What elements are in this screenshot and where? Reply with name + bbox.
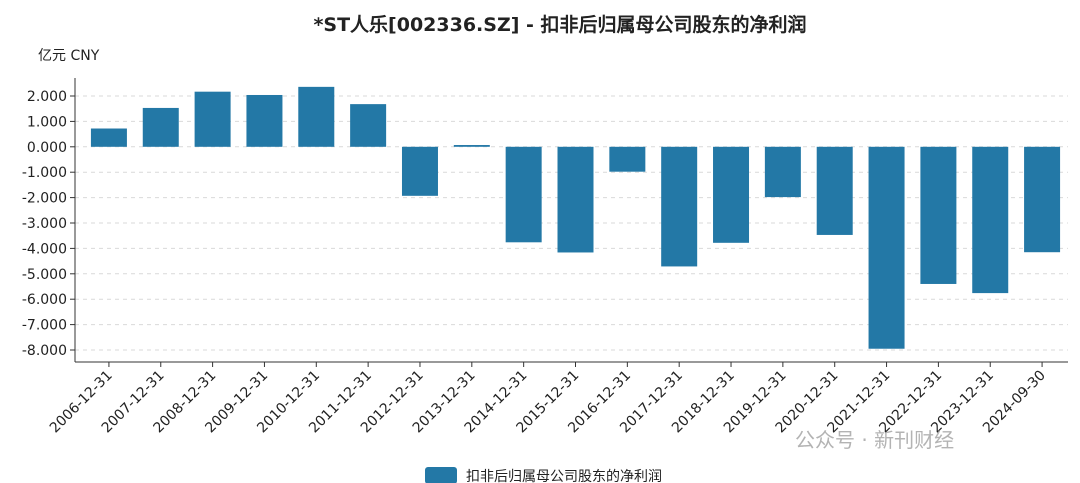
bar[interactable] [90,128,127,147]
bar[interactable] [557,146,594,253]
y-tick-label: -3.000 [22,216,67,232]
y-tick-label: 1.000 [27,114,67,130]
y-tick-labels: 2.000 1.000 0.000 -1.000 -2.000 -3.000 -4.000 -… [22,89,75,359]
bar[interactable] [661,146,698,267]
y-tick-label: -4.000 [22,241,67,257]
y-tick-label: -1.000 [22,165,67,181]
bar[interactable] [920,146,957,284]
bar[interactable] [1024,146,1061,253]
y-tick-label: 2.000 [27,89,67,105]
bar[interactable] [298,86,335,147]
bar[interactable] [194,91,231,147]
x-tick-labels: 2006-12-312007-12-312008-12-312009-12-31… [47,362,1049,436]
y-tick-label: -5.000 [22,267,67,283]
legend[interactable]: 扣非后归属母公司股东的净利润 [425,467,662,483]
bar[interactable] [764,146,801,198]
y-tick-label: 0.000 [27,140,67,156]
bar[interactable] [505,146,542,243]
bars [90,86,1061,349]
bar[interactable] [816,146,853,235]
y-tick-label: -8.000 [22,343,67,359]
bar[interactable] [972,146,1009,294]
y-tick-label: -2.000 [22,191,67,207]
y-tick-label: -6.000 [22,292,67,308]
bar[interactable] [453,145,490,147]
bar[interactable] [868,146,905,349]
y-tick-label: -7.000 [22,318,67,334]
bar[interactable] [246,94,283,147]
bar[interactable] [350,104,387,147]
legend-swatch [425,467,457,483]
bar[interactable] [401,146,438,196]
watermark-text: 公众号 · 新刊财经 [795,428,954,452]
unit-label: 亿元 CNY [38,48,100,64]
axes [74,78,1068,363]
bar[interactable] [142,107,179,147]
bar[interactable] [713,146,750,243]
chart-title: *ST人乐[002336.SZ] - 扣非后归属母公司股东的净利润 [313,13,806,36]
legend-label: 扣非后归属母公司股东的净利润 [466,468,662,483]
bar[interactable] [609,146,646,172]
